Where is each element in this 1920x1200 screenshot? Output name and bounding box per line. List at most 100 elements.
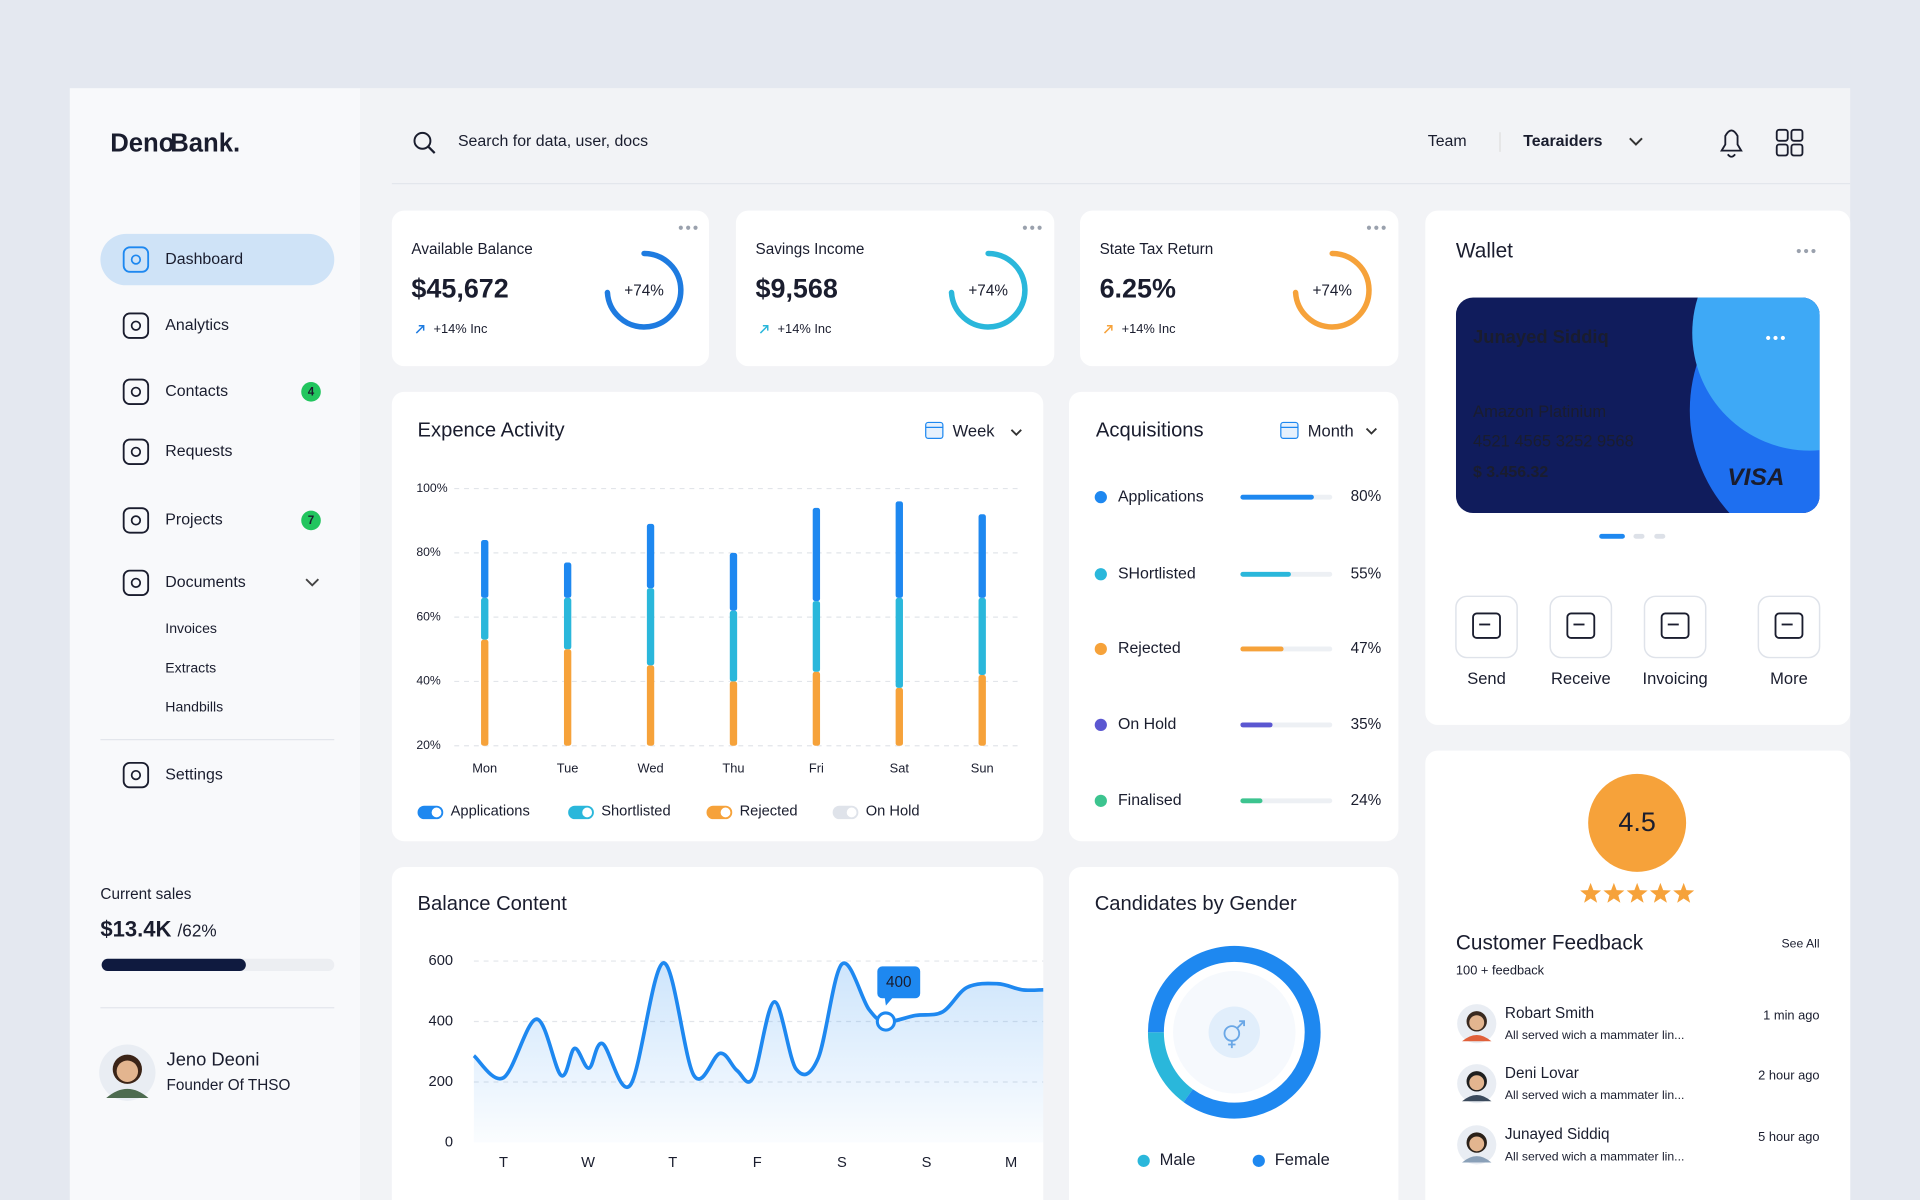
action-icon <box>1472 612 1501 639</box>
period-select[interactable]: Month <box>1308 422 1354 441</box>
more-dot[interactable] <box>1804 248 1809 254</box>
nav-item[interactable]: Requests <box>165 443 232 460</box>
progress-track <box>1240 798 1333 804</box>
action-label[interactable]: Receive <box>1551 669 1611 688</box>
subnav-item[interactable]: Invoices <box>165 620 217 636</box>
legend-label[interactable]: Shortlisted <box>601 804 670 820</box>
action-button[interactable] <box>1549 595 1613 659</box>
action-label[interactable]: More <box>1770 669 1808 688</box>
more-dot[interactable] <box>1030 225 1035 230</box>
action-icon <box>1660 612 1690 639</box>
more-dot[interactable] <box>1037 225 1042 230</box>
legend-label[interactable]: Rejected <box>740 804 798 820</box>
avatar-face <box>1469 1015 1485 1031</box>
subnav-item[interactable]: Extracts <box>165 659 216 675</box>
more-dot[interactable] <box>678 225 683 230</box>
bank-card <box>1455 297 1820 514</box>
progress-bar <box>1240 798 1263 804</box>
more-dot[interactable] <box>1773 335 1778 341</box>
bar-segment <box>978 675 986 746</box>
more-dot[interactable] <box>693 225 698 230</box>
see-all-link[interactable]: See All <box>1781 936 1819 950</box>
nav-item[interactable]: Dashboard <box>165 251 243 268</box>
donut-segment <box>1147 1031 1194 1103</box>
more-dot[interactable] <box>1366 225 1372 230</box>
y-tick-label: 0 <box>445 1134 453 1150</box>
more-dot[interactable] <box>686 225 691 230</box>
action-button[interactable] <box>1455 595 1518 659</box>
action-label[interactable]: Invoicing <box>1643 669 1708 688</box>
rating-star <box>1580 882 1602 903</box>
expense-card <box>391 391 1044 842</box>
more-dot[interactable] <box>1780 335 1785 341</box>
pager-dot[interactable] <box>1633 533 1645 539</box>
more-dot[interactable] <box>1374 225 1379 230</box>
legend-label[interactable]: Applications <box>451 804 530 820</box>
avatar-body <box>1462 1034 1492 1042</box>
search-input[interactable]: Search for data, user, docs <box>458 133 648 150</box>
bell-icon[interactable] <box>1720 129 1743 158</box>
apps-icon[interactable] <box>1775 128 1789 142</box>
feedback-time: 5 hour ago <box>1758 1129 1819 1144</box>
calendar-icon[interactable] <box>1280 421 1299 439</box>
nav-badge-count: 7 <box>308 514 314 527</box>
chevron[interactable] <box>1629 137 1643 146</box>
nav-icon <box>122 378 150 406</box>
pager-dot[interactable] <box>1599 533 1625 539</box>
bar-segment <box>895 501 903 598</box>
chart-title: Candidates by Gender <box>1095 893 1297 915</box>
feedback-name[interactable]: Deni Lovar <box>1505 1065 1579 1082</box>
chevron[interactable] <box>1365 427 1377 435</box>
progress-bar <box>1240 646 1284 652</box>
stat-title: Available Balance <box>411 241 532 258</box>
more-dot[interactable] <box>1381 225 1386 230</box>
stat-ring <box>948 250 1028 330</box>
nav-icon <box>122 761 150 789</box>
x-tick-label: Sun <box>971 760 994 775</box>
nav-item[interactable]: Analytics <box>165 317 229 334</box>
bar-segment <box>812 507 821 602</box>
more-dot[interactable] <box>1766 335 1771 341</box>
more-dot[interactable] <box>1796 248 1801 254</box>
action-label[interactable]: Send <box>1467 669 1506 688</box>
period-select[interactable]: Week <box>953 422 996 441</box>
team-link[interactable]: Team <box>1428 133 1467 150</box>
action-button[interactable] <box>1757 595 1821 659</box>
nav-active[interactable] <box>100 233 335 286</box>
nav-badge <box>301 382 321 402</box>
calendar-icon[interactable] <box>925 421 944 439</box>
pager-dot[interactable] <box>1654 533 1666 539</box>
bar-segment <box>978 514 986 598</box>
tooltip-label: 400 <box>886 974 912 991</box>
more-dot[interactable] <box>1022 225 1027 230</box>
chevron[interactable] <box>305 578 320 587</box>
legend-dot <box>1094 718 1107 732</box>
line <box>472 961 1044 1090</box>
legend-toggle-knob <box>846 807 857 818</box>
apps-icon[interactable] <box>1790 128 1804 142</box>
nav-item[interactable]: Projects <box>165 512 223 529</box>
apps-icon[interactable] <box>1790 143 1804 157</box>
y-tick-label: 80% <box>416 545 441 559</box>
feedback-name[interactable]: Junayed Siddiq <box>1505 1126 1610 1143</box>
action-button[interactable] <box>1643 595 1707 659</box>
stat-change: +14% Inc <box>433 321 487 336</box>
legend-label[interactable]: On Hold <box>866 804 920 820</box>
nav-item[interactable]: Documents <box>165 574 245 591</box>
legend-dot <box>1252 1154 1265 1167</box>
workspace-select[interactable]: Tearaiders <box>1523 133 1602 150</box>
apps-icon[interactable] <box>1775 143 1789 157</box>
more-dot[interactable] <box>1811 248 1816 254</box>
nav-item[interactable]: Settings <box>165 766 223 783</box>
stat-change: +14% Inc <box>778 321 832 336</box>
bar-segment <box>563 562 572 598</box>
nav-icon <box>130 254 142 265</box>
subnav-item[interactable]: Handbills <box>165 698 223 714</box>
chevron[interactable] <box>1010 429 1022 436</box>
feedback-name[interactable]: Robart Smith <box>1505 1005 1594 1022</box>
feedback-card <box>1425 750 1851 1200</box>
x-tick-label: Thu <box>722 760 744 775</box>
nav-item[interactable]: Contacts <box>165 383 228 400</box>
stat-value: $9,568 <box>756 273 838 303</box>
bar-segment <box>481 597 489 640</box>
